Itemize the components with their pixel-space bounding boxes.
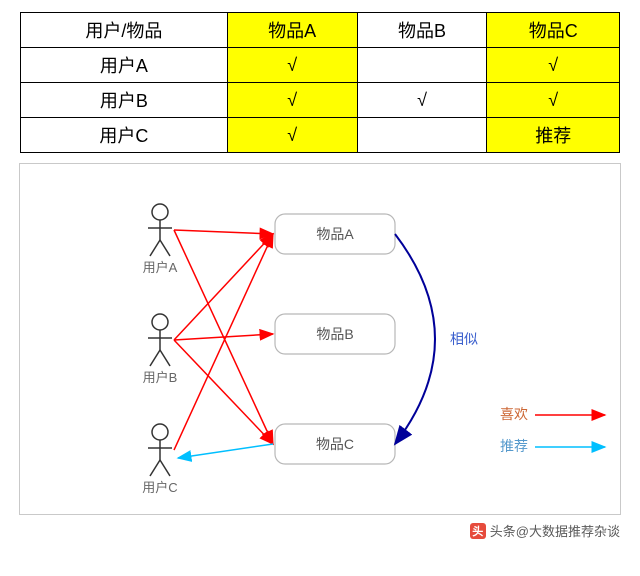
user-head-icon: [152, 204, 168, 220]
item-label: 物品C: [316, 436, 354, 452]
like-edge: [174, 230, 273, 234]
table-row: 用户B √ √ √: [21, 83, 620, 118]
like-edge: [174, 334, 273, 340]
watermark-icon: 头: [470, 523, 486, 539]
like-edge: [174, 234, 273, 340]
cell: √: [357, 83, 487, 118]
like-edge: [174, 340, 273, 444]
user-label: 用户B: [143, 370, 178, 385]
row-label: 用户B: [21, 83, 228, 118]
table-row: 用户A √ √: [21, 48, 620, 83]
watermark-text: 头条@大数据推荐杂谈: [490, 521, 620, 540]
cell: √: [487, 48, 620, 83]
header-cell: 用户/物品: [21, 13, 228, 48]
header-cell: 物品C: [487, 13, 620, 48]
recommendation-diagram: 用户A用户B用户C物品A物品B物品C相似喜欢推荐 头 头条@大数据推荐杂谈: [19, 163, 621, 515]
cell: √: [227, 118, 357, 153]
item-label: 物品B: [316, 326, 353, 342]
user-label: 用户C: [142, 480, 177, 495]
user-item-table: 用户/物品 物品A 物品B 物品C 用户A √ √ 用户B √ √ √ 用户C …: [20, 12, 620, 153]
row-label: 用户A: [21, 48, 228, 83]
header-cell: 物品A: [227, 13, 357, 48]
user-head-icon: [152, 424, 168, 440]
similar-edge: [395, 234, 435, 444]
header-cell: 物品B: [357, 13, 487, 48]
item-label: 物品A: [316, 226, 354, 242]
like-edge: [174, 234, 273, 450]
legend-label: 推荐: [500, 438, 528, 454]
row-label: 用户C: [21, 118, 228, 153]
header-row: 用户/物品 物品A 物品B 物品C: [21, 13, 620, 48]
recommend-edge: [178, 444, 273, 458]
cell: 推荐: [487, 118, 620, 153]
user-head-icon: [152, 314, 168, 330]
cell: [357, 118, 487, 153]
diagram-svg: 用户A 用户B 用户C 物品A 物品B 物品C 相似喜欢推荐: [20, 164, 620, 514]
cell: √: [487, 83, 620, 118]
cell: [357, 48, 487, 83]
similar-label: 相似: [450, 331, 478, 347]
table-row: 用户C √ 推荐: [21, 118, 620, 153]
watermark: 头 头条@大数据推荐杂谈: [470, 521, 620, 540]
cell: √: [227, 83, 357, 118]
legend-label: 喜欢: [500, 406, 528, 422]
user-label: 用户A: [143, 260, 178, 275]
cell: √: [227, 48, 357, 83]
